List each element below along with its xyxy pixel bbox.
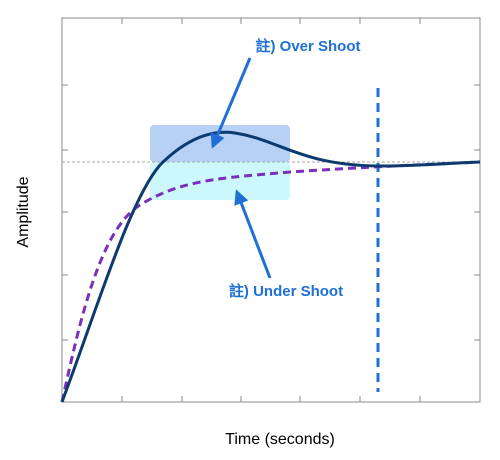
- y-axis-label: Amplitude: [15, 176, 32, 247]
- x-axis-label: Time (seconds): [225, 431, 335, 448]
- annotation: 註) Over Shoot: [255, 37, 360, 55]
- plot-area: [61, 17, 481, 403]
- arrow: [210, 57, 252, 149]
- overshoot-curve: [60, 130, 481, 403]
- annotation: 註) Under Shoot: [229, 282, 343, 300]
- ticks: [62, 18, 480, 402]
- undershoot-box: [150, 162, 290, 200]
- arrow: [234, 189, 272, 279]
